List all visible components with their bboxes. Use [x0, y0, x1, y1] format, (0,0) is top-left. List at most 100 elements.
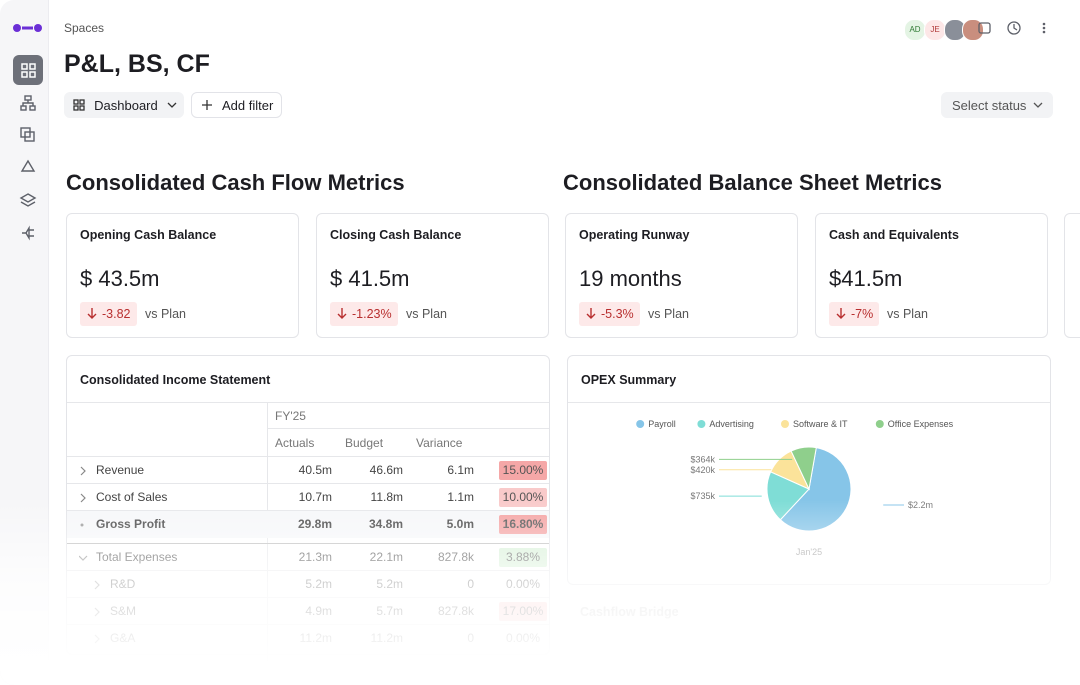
pie-slice [790, 446, 817, 491]
metric-label: Closing Cash Balance [330, 228, 462, 242]
compare-label: vs Plan [145, 307, 186, 321]
pie-chart: Payroll Advertising Software & IT Office Ex… [636, 419, 954, 557]
icon [73, 99, 85, 111]
expand-toggle[interactable] [79, 511, 93, 538]
cell-value: 6.1m [447, 463, 474, 477]
expand-toggle[interactable] [79, 544, 93, 571]
delta-badge: -5.3% [579, 302, 640, 326]
legend: Payroll Advertising Software & IT Office Ex… [636, 419, 954, 429]
cell-value: 40.5m [298, 463, 332, 477]
delta-value: -1.23% [352, 307, 392, 321]
metric-card: Closing Cash Balance $ 41.5m -1.23% vs Plan [316, 213, 549, 338]
row-label: Gross Profit [96, 517, 166, 531]
add-filter-button[interactable]: Add filter [191, 92, 282, 118]
legend-label: Software & IT [793, 419, 848, 429]
page-title: P&L, BS, CF [64, 50, 210, 78]
avatars: AD JE [904, 19, 984, 41]
legend-swatch [697, 420, 706, 428]
cell-value: 22.1m [369, 550, 403, 564]
status-select[interactable]: Select status [941, 92, 1053, 118]
expand-toggle[interactable] [93, 625, 107, 652]
cell-value: 34.8m [368, 517, 403, 531]
more[interactable] [1042, 22, 1046, 34]
column-header: Variance [416, 436, 463, 450]
arrow-down [337, 308, 347, 319]
divider [67, 402, 549, 403]
legend-swatch [875, 420, 884, 428]
metric-label: Cash and Equivalents [829, 228, 959, 242]
metric-card: Opening Cash Balance $ 43.5m -3.82 vs Plan [66, 213, 299, 338]
add-filter-label: Add filter [222, 97, 274, 113]
metric-card: Operating Runway 19 months -5.3% vs Plan [565, 213, 798, 338]
expand-toggle[interactable] [93, 571, 107, 598]
section-title: Consolidated Balance Sheet Metrics [563, 170, 942, 195]
breadcrumb[interactable]: Spaces [64, 21, 105, 35]
expand-toggle[interactable] [93, 598, 107, 625]
view-label: Dashboard [94, 97, 158, 113]
row-label: Revenue [96, 463, 145, 477]
income-statement: Consolidated Income Statement FY'25 Actu… [66, 355, 550, 662]
sidebar-icons [13, 24, 43, 241]
expand-toggle[interactable] [79, 457, 93, 484]
variance-pct: 10.00% [499, 488, 547, 507]
comments[interactable] [978, 22, 991, 34]
table-row: Gross Profit 29.8m 34.8m 5.0m 16.80% [67, 510, 549, 538]
cell-value: 11.2m [370, 631, 403, 645]
cell-value: 11.2m [299, 631, 332, 645]
cell-value: 5.0m [446, 517, 474, 531]
compare-label: vs Plan [406, 307, 447, 321]
caption: Jan'25 [796, 547, 822, 557]
delta-badge: -3.82 [80, 302, 137, 326]
cell-value: 11.8m [370, 490, 403, 504]
metric-value: $ 43.5m [80, 266, 160, 291]
variance-pct: 3.88% [499, 548, 547, 567]
compare-label: vs Plan [887, 307, 928, 321]
delta-value: -3.82 [102, 307, 131, 321]
variance-pct: 15.00% [499, 461, 547, 480]
cell-value: 5.2m [305, 577, 332, 591]
legend-label: Advertising [709, 419, 754, 429]
metric-value: $ 41.5m [330, 266, 410, 291]
arrow-down [87, 308, 97, 319]
compare-label: vs Plan [648, 307, 689, 321]
cell-value: 5.7m [376, 604, 403, 618]
avatar[interactable]: JE [924, 19, 946, 41]
metric-label: Opening Cash Balance [80, 228, 217, 242]
nav-dashboard[interactable] [13, 55, 43, 85]
delta-badge: -7% [829, 302, 880, 326]
divider [267, 428, 549, 429]
view-button[interactable]: Dashboard [64, 92, 184, 118]
delta-badge: -1.23% [330, 302, 398, 326]
chevron [167, 102, 177, 108]
metric-label: Operating Runway [579, 228, 690, 242]
variance-pct: 17.00% [499, 602, 547, 621]
slice-label: $735k [690, 491, 715, 501]
period: FY'25 [275, 409, 306, 423]
row-label: G&A [110, 631, 136, 645]
cell-value: 29.8m [297, 517, 332, 531]
metric-card-partial [1064, 213, 1080, 338]
history[interactable] [1007, 21, 1021, 35]
cell-value: 10.7m [298, 490, 332, 504]
slice-label: $364k [690, 454, 715, 464]
avatar[interactable]: AD [904, 19, 926, 41]
column-header: Actuals [275, 436, 315, 450]
legend-swatch [781, 420, 789, 428]
status-label: Select status [952, 97, 1027, 113]
cell-value: 0 [467, 577, 474, 591]
legend-label: Payroll [648, 419, 676, 429]
cell-value: 4.9m [305, 604, 332, 618]
table-row: Revenue 40.5m 46.6m 6.1m 15.00% [67, 456, 549, 484]
chevron [1033, 102, 1043, 108]
cell-value: 5.2m [376, 577, 403, 591]
expand-toggle[interactable] [79, 484, 93, 511]
variance-pct: 0.00% [505, 577, 541, 591]
section-title: Consolidated Cash Flow Metrics [66, 170, 405, 195]
header-icons [978, 21, 1046, 35]
legend-label: Office Expenses [888, 419, 954, 429]
cell-value: 21.3m [298, 550, 332, 564]
slice-label: $420k [690, 465, 715, 475]
delta-value: -7% [851, 307, 874, 321]
cell-value: 46.6m [369, 463, 403, 477]
metric-card: Cash and Equivalents $41.5m -7% vs Plan [815, 213, 1048, 338]
